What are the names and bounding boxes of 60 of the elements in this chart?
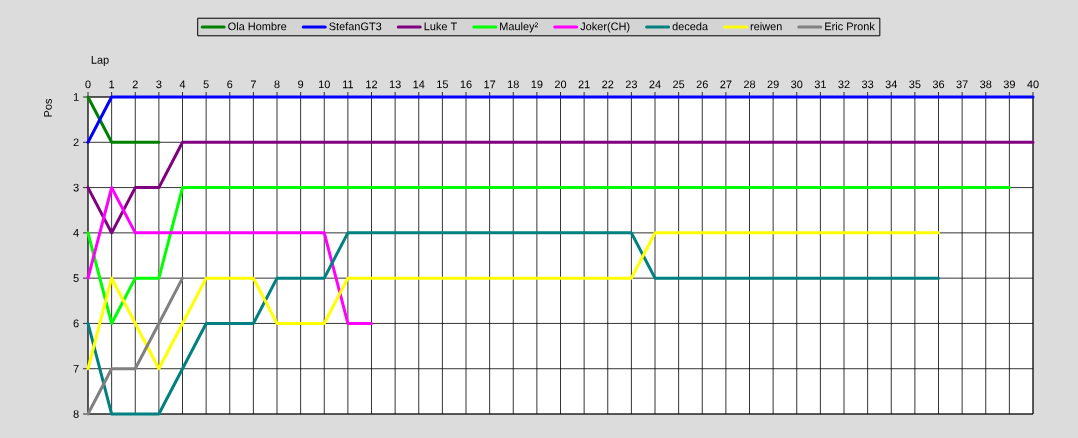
x-tick-label: 40 [1027, 80, 1039, 89]
legend-label: Joker(CH) [580, 22, 630, 33]
y-axis-title: Pos [44, 98, 52, 117]
x-tick-label: 2 [132, 80, 138, 89]
line-series [86, 276, 184, 416]
x-tick-label: 8 [274, 80, 280, 89]
x-tick-label: 20 [554, 80, 567, 89]
y-tick-label: 6 [73, 319, 79, 328]
x-tick-label: 30 [791, 80, 803, 89]
x-tick-label: 24 [649, 80, 661, 89]
legend-label: Ola Hombre [228, 22, 287, 31]
x-tick-label: 11 [343, 80, 354, 89]
x-tick-label: 15 [437, 80, 448, 89]
x-tick-label: 36 [932, 80, 945, 89]
x-tick-label: 4 [179, 80, 186, 89]
x-tick-label: 31 [814, 80, 826, 89]
x-tick-label: 22 [602, 80, 614, 89]
legend-label: StefanGT3 [329, 22, 382, 31]
x-tick-label: 25 [673, 80, 685, 89]
x-tick-label: 29 [767, 80, 779, 89]
x-tick-label: 17 [484, 80, 496, 89]
x-tick-label: 35 [909, 80, 921, 89]
x-tick-label: 27 [720, 80, 732, 89]
legend-label: reiwen [750, 22, 782, 31]
x-tick-label: 0 [85, 80, 91, 89]
x-tick-label: 26 [696, 80, 708, 89]
legend-label: Mauley² [500, 22, 538, 33]
x-tick-label: 5 [203, 80, 209, 89]
x-tick-label: 18 [507, 80, 519, 89]
x-tick-label: 38 [980, 80, 992, 89]
x-tick-label: 16 [460, 80, 472, 89]
legend-label: Luke T [424, 22, 457, 31]
y-tick-label: 5 [73, 274, 79, 282]
x-axis-title: Lap [91, 56, 109, 66]
x-tick-label: 23 [625, 80, 637, 89]
y-tick-label: 4 [73, 229, 79, 237]
x-tick-label: 3 [156, 80, 162, 89]
y-tick-label: 1 [73, 93, 79, 101]
x-tick-label: 10 [318, 80, 330, 89]
y-tick-label: 2 [73, 138, 79, 147]
x-tick-label: 28 [743, 80, 756, 89]
x-tick-label: 1 [109, 80, 115, 89]
x-tick-label: 12 [366, 80, 378, 89]
x-tick-label: 7 [250, 80, 256, 89]
x-tick-label: 13 [389, 80, 401, 89]
x-tick-label: 21 [578, 80, 590, 89]
x-tick-label: 19 [531, 80, 543, 89]
y-tick-label: 3 [73, 183, 79, 192]
x-tick-label: 32 [838, 80, 850, 89]
x-tick-label: 34 [885, 80, 898, 89]
legend-label: deceda [672, 22, 709, 31]
x-tick-label: 33 [861, 80, 874, 89]
x-tick-label: 9 [298, 80, 304, 89]
y-tick-label: 7 [73, 364, 79, 373]
x-tick-label: 39 [1003, 80, 1015, 89]
x-tick-label: 37 [956, 80, 968, 89]
y-tick-label: 8 [73, 410, 79, 418]
x-tick-label: 6 [227, 80, 233, 89]
legend-label: Eric Pronk [825, 22, 875, 31]
x-tick-label: 14 [413, 80, 425, 89]
